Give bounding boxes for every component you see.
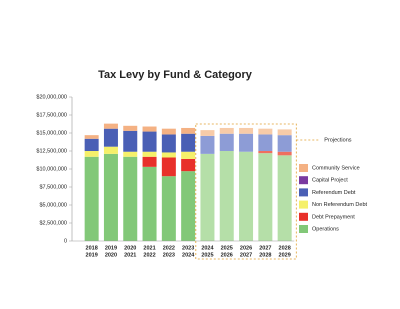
y-tick-label: $15,000,000: [36, 130, 67, 136]
bar-segment: [161, 176, 176, 241]
y-tick-label: $17,500,000: [36, 112, 67, 118]
x-tick-label: 2023: [182, 245, 194, 251]
chart-title: Tax Levy by Fund & Category: [98, 69, 253, 81]
x-tick-label: 2029: [279, 252, 291, 258]
bar-segment: [277, 135, 292, 152]
x-tick-label: 2026: [240, 245, 252, 251]
bar-segment: [161, 152, 176, 158]
bar-segment: [219, 127, 234, 134]
y-tick-label: $10,000,000: [36, 166, 67, 172]
legend-swatch: [299, 225, 308, 233]
legend-label: Non Referendum Debt: [312, 202, 368, 208]
legend-swatch: [299, 200, 308, 209]
bar-segment: [219, 133, 234, 151]
bar-segment: [161, 157, 176, 177]
x-tick-label: 2028: [259, 252, 271, 258]
bar-segment: [181, 171, 196, 241]
x-tick-label: 2020: [105, 252, 117, 258]
annotation: Projections: [324, 137, 351, 143]
bar-segment: [258, 134, 273, 151]
bar-segment: [258, 151, 273, 154]
x-tick-label: 2019: [86, 252, 98, 258]
x-tick-label: 2024: [201, 245, 214, 251]
bar-segment: [103, 146, 118, 154]
bar-segment: [161, 134, 176, 153]
x-tick-label: 2025: [221, 245, 233, 251]
x-tick-label: 2021: [124, 252, 136, 258]
bar-segment: [277, 129, 292, 136]
bar-segment: [103, 153, 118, 241]
bar-segment: [200, 130, 215, 136]
x-tick-label: 2022: [163, 245, 175, 251]
bar-segment: [123, 156, 138, 241]
legend-swatch: [299, 212, 308, 221]
legend-swatch: [299, 176, 308, 185]
bar-segment: [277, 151, 292, 156]
legend-swatch: [299, 164, 308, 172]
bar-segment: [142, 166, 157, 241]
y-tick-label: $5,000,000: [39, 202, 67, 208]
y-tick-label: $7,500,000: [39, 184, 67, 190]
legend-label: Capital Project: [312, 178, 348, 184]
bar-segment: [142, 126, 157, 132]
bar-segment: [142, 131, 157, 152]
bar-segment: [181, 151, 196, 159]
x-tick-label: 2021: [143, 245, 155, 251]
legend-label: Operations: [312, 226, 339, 232]
bar-segment: [181, 133, 196, 152]
bar-segment: [161, 128, 176, 135]
bar-segment: [239, 127, 254, 134]
x-tick-label: 2028: [279, 245, 291, 251]
bar-segment: [123, 125, 138, 131]
bar-segment: [181, 127, 196, 134]
bar-segment: [239, 151, 254, 241]
bar-segment: [84, 135, 99, 139]
y-tick-label: 0: [64, 238, 67, 244]
x-tick-label: 2018: [86, 245, 98, 251]
bar-segment: [84, 156, 99, 241]
x-tick-label: 2027: [259, 245, 271, 251]
bar-segment: [219, 151, 234, 241]
bar-segment: [103, 128, 118, 147]
x-tick-label: 2026: [221, 252, 233, 258]
bar-segment: [258, 128, 273, 135]
bar-segment: [84, 151, 99, 157]
bar-segment: [142, 151, 157, 157]
bar-segment: [123, 130, 138, 152]
y-tick-label: $20,000,000: [36, 94, 67, 100]
bar-segment: [181, 158, 196, 172]
bar-segment: [103, 123, 118, 129]
x-tick-label: 2020: [124, 245, 136, 251]
bar-segment: [123, 151, 138, 157]
x-tick-label: 2019: [105, 245, 117, 251]
bar-segment: [277, 155, 292, 241]
x-tick-label: 2025: [201, 252, 213, 258]
x-tick-label: 2024: [182, 252, 195, 258]
legend-swatch: [299, 188, 308, 197]
bar-segment: [84, 138, 99, 151]
bar-segment: [200, 153, 215, 241]
bar-segment: [258, 153, 273, 241]
legend-label: Debt Prepayment: [312, 214, 355, 220]
y-tick-label: $12,500,000: [36, 148, 67, 154]
projection-box: [195, 123, 297, 260]
legend-label: Referendum Debt: [312, 190, 356, 196]
y-tick-label: $2,500,000: [39, 220, 67, 226]
bar-segment: [142, 156, 157, 167]
x-tick-label: 2023: [163, 252, 175, 258]
x-tick-label: 2027: [240, 252, 252, 258]
bar-segment: [239, 133, 254, 152]
x-tick-label: 2022: [143, 252, 155, 258]
legend-label: Community Service: [312, 165, 360, 171]
bar-segment: [200, 135, 215, 154]
